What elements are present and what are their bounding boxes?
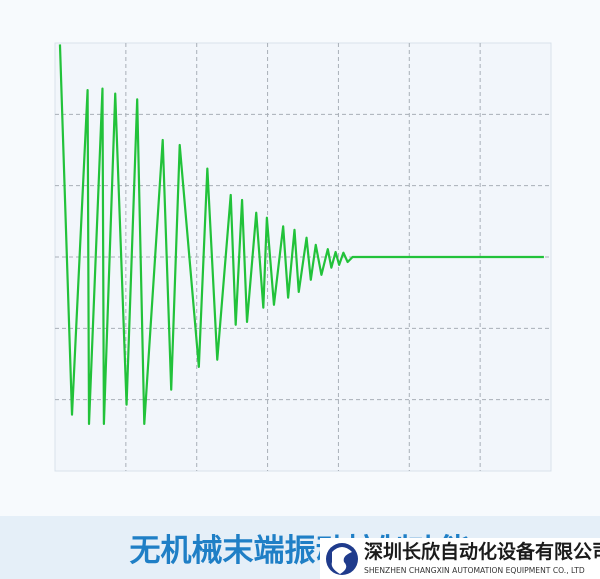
data-line [58, 44, 544, 426]
company-name-en: SHENZHEN CHANGXIN AUTOMATION EQUIPMENT C… [364, 566, 585, 575]
company-logo: 深圳长欣自动化设备有限公司 SHENZHEN CHANGXIN AUTOMATI… [320, 538, 600, 579]
logo-icon-shape [331, 547, 352, 574]
logo-box [320, 538, 600, 579]
company-name: 深圳长欣自动化设备有限公司 [364, 540, 600, 563]
